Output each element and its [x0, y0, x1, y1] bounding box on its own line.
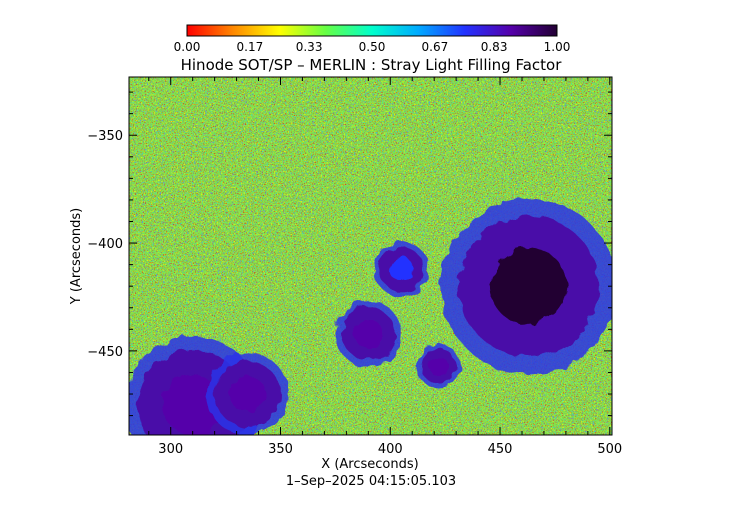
colorbar-tick-label: 0.00: [174, 40, 201, 54]
feature-core: [489, 247, 568, 325]
y-tick-label: −450: [87, 345, 123, 360]
x-tick-label: 350: [268, 442, 293, 457]
feature-core: [229, 375, 266, 413]
colorbar-tick-label: 1.00: [544, 40, 571, 54]
x-tick-label: 500: [597, 442, 622, 457]
y-tick-label: −400: [87, 237, 123, 252]
x-axis-label: X (Arcseconds): [321, 457, 418, 472]
x-tick-label: 400: [378, 442, 403, 457]
x-axis: 300 350 400 450 500: [148, 77, 622, 457]
y-axis: −350 −400 −450: [87, 91, 612, 417]
colorbar-tick-label: 0.83: [481, 40, 508, 54]
chart-title: Hinode SOT/SP – MERLIN : Stray Light Fil…: [181, 56, 563, 74]
y-tick-label: −350: [87, 129, 123, 144]
colorbar-tick-label: 0.33: [296, 40, 323, 54]
feature-core: [428, 356, 449, 376]
plot-area: [129, 77, 612, 435]
y-axis-label: Y (Arcseconds): [69, 208, 84, 305]
colorbar-tick-label: 0.50: [359, 40, 386, 54]
feature-core: [353, 319, 383, 349]
x-tick-label: 450: [488, 442, 513, 457]
colorbar-tick-label: 0.17: [237, 40, 264, 54]
colorbar-gradient-bar: [186, 24, 558, 37]
x-tick-label: 300: [158, 442, 183, 457]
colorbar-ticks: 0.00 0.17 0.33 0.50 0.67 0.83 1.00: [174, 40, 571, 54]
feature-core: [389, 256, 414, 282]
heatmap-features: [129, 198, 612, 435]
plot-frame: [128, 76, 613, 436]
timestamp-label: 1–Sep–2025 04:15:05.103: [286, 474, 456, 489]
colorbar: 0.00 0.17 0.33 0.50 0.67 0.83 1.00: [174, 24, 571, 54]
colorbar-tick-label: 0.67: [422, 40, 449, 54]
